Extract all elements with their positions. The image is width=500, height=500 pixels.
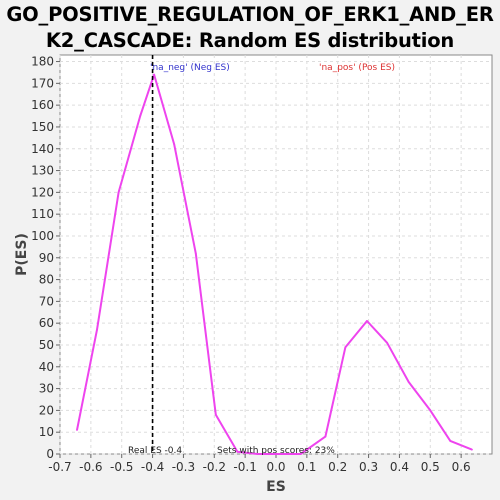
x-tick-label: -0.3 [172,460,195,474]
chart-title: GO_POSITIVE_REGULATION_OF_ERK1_AND_ER K2… [0,2,500,54]
y-tick-label: 40 [39,360,54,374]
x-tick-label: -0.1 [233,460,256,474]
y-tick-label: 110 [31,207,54,221]
data-point [324,435,327,438]
y-tick-label: 150 [31,120,54,134]
data-point [386,341,388,344]
y-tick-label: 0 [46,447,54,461]
y-tick-label: 10 [39,425,54,439]
y-tick-label: 120 [31,185,54,199]
data-point [117,191,120,194]
chart-title-line-2: K2_CASCADE: Random ES distribution [45,29,455,52]
real-es-label: Real ES -0.4 [128,446,182,456]
es-distribution-line [76,73,473,455]
x-tick-label: -0.5 [110,460,133,474]
y-tick-label: 90 [39,251,54,265]
x-tick-label: -0.2 [203,460,226,474]
data-point [429,409,432,412]
chart-title-line-1: GO_POSITIVE_REGULATION_OF_ERK1_AND_ER [6,3,494,26]
pos-es-label: 'na_pos' (Pos ES) [319,63,395,73]
data-point [344,346,347,349]
axes [56,61,462,458]
y-tick-label: 80 [39,273,54,287]
annotations: 'na_neg' (Neg ES) 'na_pos' (Pos ES) Real… [128,63,395,456]
x-axis-label: ES [266,479,286,495]
y-tick-label: 60 [39,316,54,330]
y-axis-label: P(ES) [14,233,30,276]
y-tick-label: 170 [31,76,54,90]
data-point [471,448,473,451]
x-tick-label: 0.1 [297,460,316,474]
x-tick-label: -0.6 [79,460,102,474]
y-tick-label: 140 [31,142,54,156]
neg-es-label: 'na_neg' (Neg ES) [150,63,230,73]
x-tick-label: 0.3 [359,460,378,474]
y-tick-label: 20 [39,403,54,417]
data-point [194,252,197,255]
x-tick-label: 0.5 [421,460,440,474]
y-tick-label: 30 [39,382,54,396]
data-point [96,328,98,331]
data-point [299,453,302,455]
y-tick-label: 130 [31,164,54,178]
data-point [366,320,368,322]
data-point [76,429,78,431]
x-tick-label: -0.4 [141,460,164,474]
x-tick-label: 0.2 [328,460,347,474]
y-tick-label: 100 [31,229,54,243]
pos-scores-label: Sets with pos scores: 23% [217,446,335,456]
data-point [173,143,176,146]
tick-labels: -0.7 -0.6 -0.5 -0.4 -0.3 -0.2 -0.1 0.0 0.1 0.2 0.3… [31,55,471,474]
x-tick-label: 0.0 [266,460,285,474]
x-tick-label: 0.6 [452,460,471,474]
data-point [449,440,452,442]
data-point [153,73,156,76]
data-point [407,381,410,383]
data-point [236,450,239,453]
data-point [278,453,280,455]
x-tick-label: 0.4 [390,460,409,474]
data-point [139,115,142,117]
data-point [214,413,217,416]
data-point [256,453,259,455]
y-tick-label: 160 [31,98,54,112]
y-tick-label: 180 [31,55,54,69]
y-tick-label: 70 [39,294,54,308]
x-tick-label: -0.7 [48,460,71,474]
y-tick-label: 50 [39,338,54,352]
series-layer [76,55,473,455]
